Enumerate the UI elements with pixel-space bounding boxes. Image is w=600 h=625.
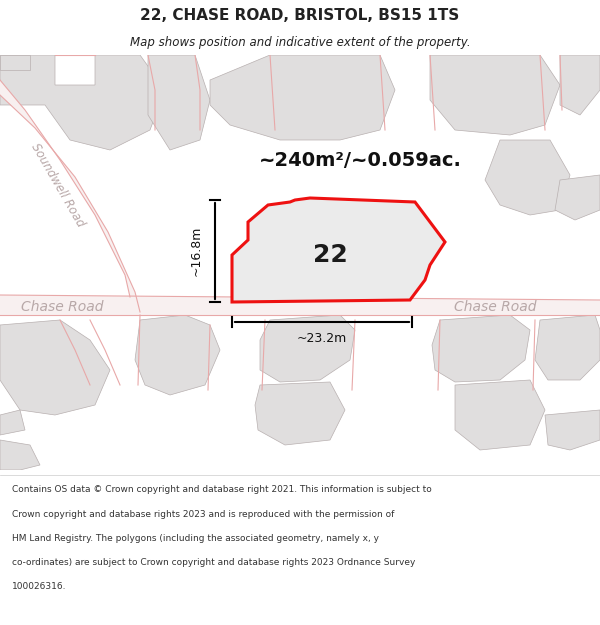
Polygon shape (148, 55, 210, 150)
Text: HM Land Registry. The polygons (including the associated geometry, namely x, y: HM Land Registry. The polygons (includin… (12, 534, 379, 542)
Text: Chase Road: Chase Road (454, 300, 536, 314)
Polygon shape (432, 315, 530, 382)
Polygon shape (430, 55, 560, 135)
Text: Soundwell Road: Soundwell Road (29, 141, 87, 229)
Polygon shape (545, 410, 600, 450)
Text: Contains OS data © Crown copyright and database right 2021. This information is : Contains OS data © Crown copyright and d… (12, 486, 432, 494)
Text: Crown copyright and database rights 2023 and is reproduced with the permission o: Crown copyright and database rights 2023… (12, 509, 394, 519)
Polygon shape (0, 55, 165, 150)
Text: ~23.2m: ~23.2m (297, 331, 347, 344)
Text: Chase Road: Chase Road (21, 300, 103, 314)
Text: Map shows position and indicative extent of the property.: Map shows position and indicative extent… (130, 36, 470, 49)
Polygon shape (0, 55, 30, 70)
Polygon shape (232, 198, 445, 302)
Text: 100026316.: 100026316. (12, 582, 67, 591)
Text: ~16.8m: ~16.8m (190, 226, 203, 276)
Polygon shape (260, 315, 355, 382)
Text: co-ordinates) are subject to Crown copyright and database rights 2023 Ordnance S: co-ordinates) are subject to Crown copyr… (12, 558, 415, 567)
Polygon shape (0, 440, 40, 470)
Polygon shape (135, 315, 220, 395)
Text: ~240m²/~0.059ac.: ~240m²/~0.059ac. (259, 151, 461, 169)
Polygon shape (455, 380, 545, 450)
Polygon shape (535, 315, 600, 380)
Polygon shape (485, 140, 570, 215)
Polygon shape (0, 295, 600, 315)
Polygon shape (555, 175, 600, 220)
Polygon shape (255, 382, 345, 445)
Polygon shape (0, 320, 110, 415)
Text: 22, CHASE ROAD, BRISTOL, BS15 1TS: 22, CHASE ROAD, BRISTOL, BS15 1TS (140, 8, 460, 23)
Polygon shape (0, 410, 25, 435)
Polygon shape (210, 55, 395, 140)
Polygon shape (560, 55, 600, 115)
Text: 22: 22 (313, 243, 347, 267)
Polygon shape (0, 80, 140, 312)
